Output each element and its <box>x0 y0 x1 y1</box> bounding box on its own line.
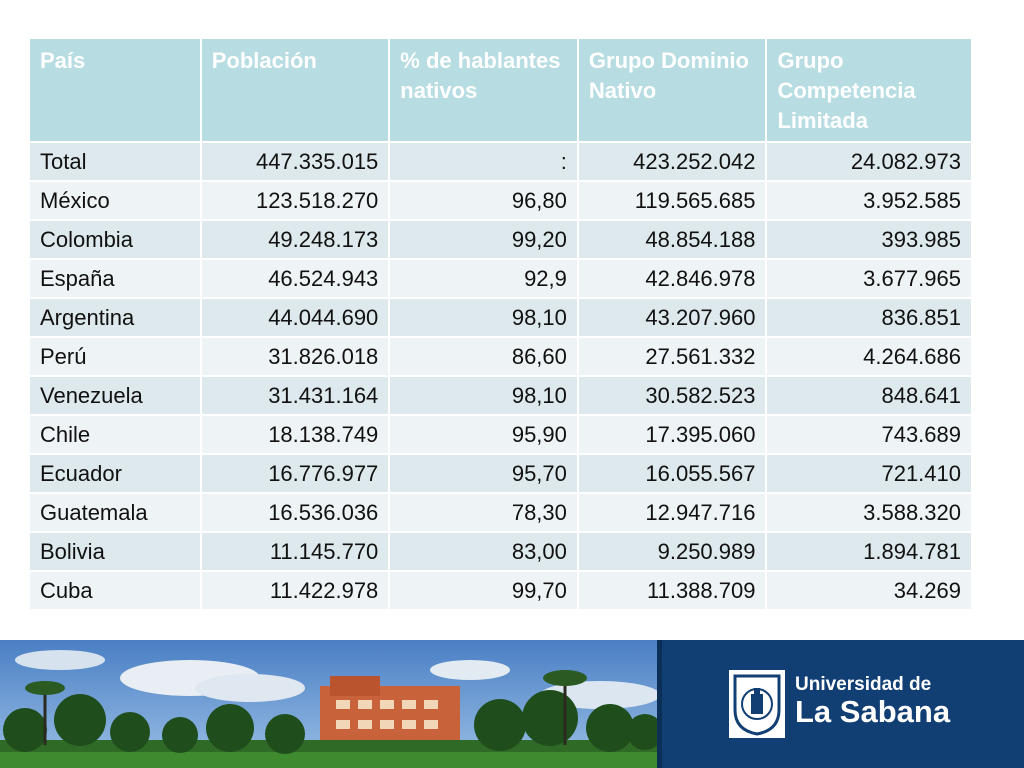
cell-porcentaje: 98,10 <box>388 297 579 338</box>
cell-competencia-limitada: 3.677.965 <box>765 258 973 299</box>
data-table-container: País Población % de hablantes nativos Gr… <box>28 37 973 611</box>
cell-porcentaje: 92,9 <box>388 258 579 299</box>
university-seal-icon <box>729 670 785 738</box>
cell-dominio-nativo: 17.395.060 <box>576 414 768 455</box>
cell-competencia-limitada: 836.851 <box>765 297 973 338</box>
cell-pais: Venezuela <box>28 375 202 416</box>
cell-competencia-limitada: 1.894.781 <box>765 531 973 572</box>
table-row: Cuba 11.422.978 99,70 11.388.709 34.269 <box>28 570 973 611</box>
cell-porcentaje: 78,30 <box>388 492 579 533</box>
cell-poblacion: 16.536.036 <box>199 492 391 533</box>
cell-pais: México <box>28 180 202 221</box>
cell-competencia-limitada: 4.264.686 <box>765 336 973 377</box>
cell-poblacion: 49.248.173 <box>199 219 391 260</box>
table-row: España 46.524.943 92,9 42.846.978 3.677.965 <box>28 258 973 299</box>
cell-dominio-nativo: 42.846.978 <box>576 258 768 299</box>
cell-competencia-limitada: 743.689 <box>765 414 973 455</box>
header-grupo-competencia-limitada: Grupo Competencia Limitada <box>765 37 973 143</box>
cell-porcentaje: 98,10 <box>388 375 579 416</box>
cell-poblacion: 123.518.270 <box>199 180 391 221</box>
header-poblacion: Población <box>199 37 391 143</box>
brand-divider <box>657 640 662 768</box>
cell-dominio-nativo: 48.854.188 <box>576 219 768 260</box>
cell-porcentaje: 99,70 <box>388 570 579 611</box>
cell-pais: Chile <box>28 414 202 455</box>
table-row: México 123.518.270 96,80 119.565.685 3.952.5… <box>28 180 973 221</box>
cell-poblacion: 11.145.770 <box>199 531 391 572</box>
header-grupo-dominio-nativo: Grupo Dominio Nativo <box>576 37 768 143</box>
table-row: Guatemala 16.536.036 78,30 12.947.716 3.588.… <box>28 492 973 533</box>
cell-competencia-limitada: 848.641 <box>765 375 973 416</box>
cell-porcentaje: 95,90 <box>388 414 579 455</box>
cell-pais: Colombia <box>28 219 202 260</box>
cell-competencia-limitada: 3.588.320 <box>765 492 973 533</box>
footer-banner: Universidad de La Sabana <box>0 640 1024 768</box>
table-row: Chile 18.138.749 95,90 17.395.060 743.689 <box>28 414 973 455</box>
cell-poblacion: 18.138.749 <box>199 414 391 455</box>
cell-pais: Perú <box>28 336 202 377</box>
cell-dominio-nativo: 30.582.523 <box>576 375 768 416</box>
cell-dominio-nativo: 423.252.042 <box>576 141 768 182</box>
cell-porcentaje: 99,20 <box>388 219 579 260</box>
table-row: Bolivia 11.145.770 83,00 9.250.989 1.894.781 <box>28 531 973 572</box>
cell-poblacion: 16.776.977 <box>199 453 391 494</box>
cell-poblacion: 31.431.164 <box>199 375 391 416</box>
cell-pais: Ecuador <box>28 453 202 494</box>
cell-poblacion: 447.335.015 <box>199 141 391 182</box>
table-row: Total 447.335.015:423.252.042 24.082.973 <box>28 141 973 182</box>
header-pais: País <box>28 37 202 143</box>
table-body: Total 447.335.015:423.252.042 24.082.973 Mé… <box>28 141 973 611</box>
header-porcentaje-nativos: % de hablantes nativos <box>388 37 579 143</box>
brand-name-top: Universidad de <box>795 674 932 695</box>
table-row: Perú 31.826.018 86,60 27.561.332 4.264.686 <box>28 336 973 377</box>
table-row: Ecuador 16.776.977 95,70 16.055.567 721.410 <box>28 453 973 494</box>
brand-name-bottom: La Sabana <box>795 694 951 729</box>
cell-pais: España <box>28 258 202 299</box>
table-row: Argentina 44.044.690 98,10 43.207.960 836.85… <box>28 297 973 338</box>
table-row: Venezuela 31.431.164 98,10 30.582.523 848.64… <box>28 375 973 416</box>
cell-competencia-limitada: 34.269 <box>765 570 973 611</box>
table-row: Colombia 49.248.173 99,20 48.854.188 393.985 <box>28 219 973 260</box>
campus-photo <box>0 640 657 768</box>
cell-pais: Total <box>28 141 202 182</box>
cell-dominio-nativo: 12.947.716 <box>576 492 768 533</box>
cell-dominio-nativo: 43.207.960 <box>576 297 768 338</box>
cell-pais: Cuba <box>28 570 202 611</box>
cell-poblacion: 11.422.978 <box>199 570 391 611</box>
table-header-row: País Población % de hablantes nativos Gr… <box>28 37 973 143</box>
cell-pais: Guatemala <box>28 492 202 533</box>
cell-poblacion: 44.044.690 <box>199 297 391 338</box>
cell-poblacion: 46.524.943 <box>199 258 391 299</box>
cell-dominio-nativo: 16.055.567 <box>576 453 768 494</box>
cell-porcentaje: 95,70 <box>388 453 579 494</box>
cell-competencia-limitada: 24.082.973 <box>765 141 973 182</box>
cell-competencia-limitada: 393.985 <box>765 219 973 260</box>
cell-dominio-nativo: 27.561.332 <box>576 336 768 377</box>
cell-dominio-nativo: 9.250.989 <box>576 531 768 572</box>
cell-competencia-limitada: 721.410 <box>765 453 973 494</box>
cell-pais: Argentina <box>28 297 202 338</box>
cell-porcentaje: 86,60 <box>388 336 579 377</box>
spanish-speakers-table: País Población % de hablantes nativos Gr… <box>28 37 973 611</box>
cell-pais: Bolivia <box>28 531 202 572</box>
cell-dominio-nativo: 119.565.685 <box>576 180 768 221</box>
cell-poblacion: 31.826.018 <box>199 336 391 377</box>
cell-competencia-limitada: 3.952.585 <box>765 180 973 221</box>
cell-porcentaje: 96,80 <box>388 180 579 221</box>
cell-porcentaje: : <box>388 141 579 182</box>
cell-dominio-nativo: 11.388.709 <box>576 570 768 611</box>
university-brand: Universidad de La Sabana <box>657 640 1024 768</box>
cell-porcentaje: 83,00 <box>388 531 579 572</box>
